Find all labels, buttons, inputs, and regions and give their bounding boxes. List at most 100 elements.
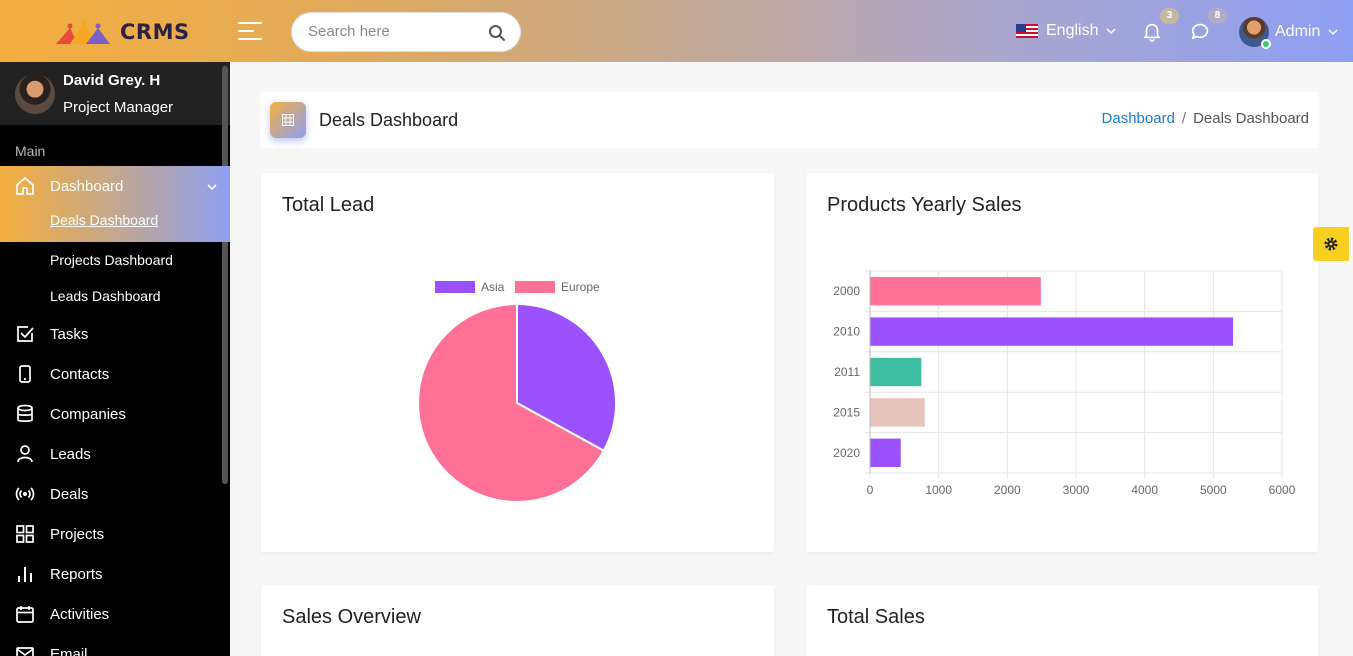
x-tick-label: 6000 [1269, 483, 1296, 497]
yearly-sales-bar-chart: 0 1000 2000 3000 4000 5000 6000 2000 2010 2011 201… [833, 270, 1296, 497]
database-icon [17, 404, 33, 422]
sidebar-item-label: Projects [50, 525, 105, 543]
sidebar-item-label: Reports [50, 565, 103, 583]
sidebar-scrollbar[interactable] [222, 66, 228, 484]
sidebar-item-label: Deals [50, 485, 89, 503]
bar-2015[interactable] [870, 398, 925, 427]
breadcrumb-separator: / [1181, 110, 1187, 127]
table-icon [282, 114, 294, 126]
messages-button[interactable]: 8 [1189, 8, 1227, 44]
total-sales-card: Total Sales [806, 585, 1318, 656]
sidebar-item-label: Tasks [50, 325, 89, 343]
sidebar-item-label: Activities [50, 605, 110, 623]
messages-badge: 8 [1208, 8, 1227, 24]
us-flag-icon [1016, 24, 1038, 38]
sidebar-profile[interactable]: David Grey. H Project Manager [0, 62, 230, 125]
sidebar-subitem-leads-dashboard[interactable]: Leads Dashboard [50, 288, 161, 304]
sidebar-item-label: Dashboard [50, 177, 124, 195]
card-title: Total Sales [827, 606, 925, 628]
sidebar-subitem-deals-dashboard[interactable]: Deals Dashboard [50, 212, 159, 228]
breadcrumb-link-dashboard[interactable]: Dashboard [1101, 110, 1175, 127]
x-tick-label: 2000 [994, 483, 1021, 497]
sidebar-item-companies[interactable]: Companies [0, 394, 230, 434]
card-title: Total Lead [282, 194, 375, 216]
checkbox-icon [17, 326, 34, 342]
y-tick-label: 2015 [833, 405, 860, 419]
bell-icon [1143, 23, 1161, 42]
search-box [291, 12, 521, 52]
legend-label-europe[interactable]: Europe [561, 280, 600, 294]
bar-2010[interactable] [870, 317, 1234, 346]
profile-role: Project Manager [63, 98, 174, 116]
search-icon[interactable] [488, 24, 506, 42]
sidebar-item-reports[interactable]: Reports [0, 554, 230, 594]
y-tick-label: 2011 [834, 365, 860, 379]
avatar [1239, 17, 1271, 49]
sidebar-subitem-projects-dashboard[interactable]: Projects Dashboard [50, 252, 173, 268]
chevron-down-icon [1328, 29, 1338, 36]
gear-icon [1324, 237, 1338, 251]
y-tick-label: 2000 [833, 284, 860, 298]
bar-2000[interactable] [870, 277, 1041, 306]
menu-toggle-icon[interactable] [238, 22, 262, 42]
sidebar: David Grey. H Project Manager Main Dashb… [0, 62, 230, 656]
x-tick-label: 1000 [925, 483, 952, 497]
legend-swatch-europe[interactable] [515, 281, 555, 293]
sidebar-item-activities[interactable]: Activities [0, 594, 230, 634]
legend-swatch-asia[interactable] [435, 281, 475, 293]
logo-text: CRMS [120, 20, 190, 44]
chat-icon [1191, 23, 1209, 40]
mail-icon [16, 647, 34, 656]
bar-chart-icon [18, 567, 32, 582]
user-menu[interactable]: Admin [1239, 17, 1338, 49]
sidebar-item-email[interactable]: Email [0, 634, 230, 656]
home-icon [16, 177, 34, 195]
user-icon [17, 445, 33, 463]
total-lead-card: Total Lead Asia Europe [261, 173, 774, 552]
sidebar-item-contacts[interactable]: Contacts [0, 354, 230, 394]
x-tick-label: 4000 [1131, 483, 1158, 497]
sidebar-nav: Dashboard Deals Dashboard Projects Dashb… [0, 166, 230, 656]
total-lead-pie-chart: Asia Europe [417, 280, 617, 503]
sidebar-item-label: Contacts [50, 365, 110, 383]
language-selector[interactable]: English [1016, 22, 1117, 40]
logo-icon [56, 19, 110, 44]
notifications-button[interactable]: 3 [1141, 8, 1179, 44]
pie-slice-europe[interactable] [417, 302, 606, 503]
x-tick-label: 3000 [1063, 483, 1090, 497]
calendar-icon [16, 606, 34, 623]
pie-slice-asia[interactable] [516, 302, 617, 453]
sidebar-item-label: Companies [50, 405, 126, 423]
sidebar-item-deals[interactable]: Deals [0, 474, 230, 514]
legend-label-asia[interactable]: Asia [481, 280, 505, 294]
card-title: Sales Overview [282, 606, 421, 628]
products-yearly-sales-card: Products Yearly Sales 0 1000 2000 3000 4000 5… [806, 173, 1318, 552]
sidebar-item-projects[interactable]: Projects [0, 514, 230, 554]
sidebar-item-dashboard[interactable]: Dashboard [0, 166, 230, 206]
bar-2020[interactable] [870, 438, 901, 467]
x-tick-label: 5000 [1200, 483, 1227, 497]
search-input[interactable] [308, 23, 488, 40]
card-title: Products Yearly Sales [827, 194, 1022, 216]
sidebar-item-label: Email [50, 645, 88, 656]
page-header: Deals Dashboard Dashboard / Deals Dashboar… [260, 92, 1319, 148]
sidebar-item-leads[interactable]: Leads [0, 434, 230, 474]
phone-icon [19, 365, 31, 383]
sidebar-item-label: Leads [50, 445, 91, 463]
user-name: Admin [1275, 23, 1321, 40]
sidebar-item-tasks[interactable]: Tasks [0, 314, 230, 354]
language-label: English [1046, 22, 1099, 39]
bar-2011[interactable] [870, 357, 922, 387]
grid-icon [16, 525, 34, 543]
page-title: Deals Dashboard [319, 110, 459, 130]
notifications-badge: 3 [1160, 8, 1179, 24]
sales-overview-card: Sales Overview [261, 585, 774, 656]
page-icon [270, 102, 306, 138]
x-tick-label: 0 [867, 483, 874, 497]
theme-settings-button[interactable] [1313, 227, 1349, 261]
chevron-down-icon [207, 184, 217, 191]
top-header: CRMS English 3 [0, 0, 1353, 62]
profile-avatar [15, 73, 55, 114]
chevron-down-icon [1106, 28, 1117, 35]
logo[interactable]: CRMS [52, 14, 192, 50]
